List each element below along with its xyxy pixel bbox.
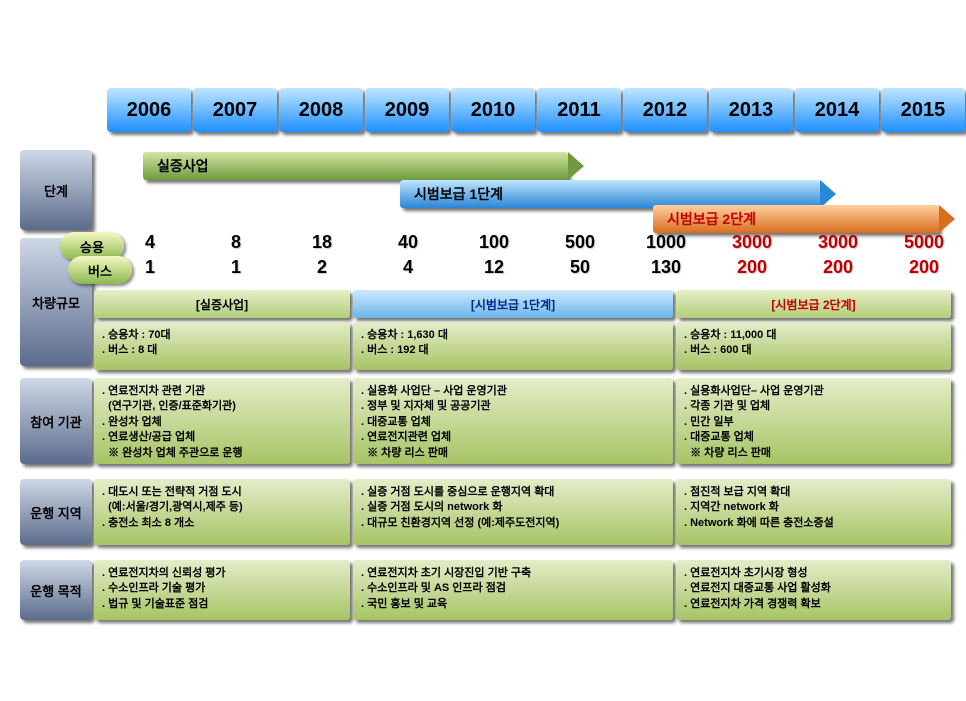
number-cell: 2 xyxy=(279,257,365,278)
side-label-region: 운행 지역 xyxy=(20,479,92,545)
year-label: 2007 xyxy=(213,99,258,122)
year-cell: 2010 xyxy=(451,88,535,132)
content-text: . 연료전지차 초기시장 형성 . 연료전지 대중교통 사업 활성화 . 연료전… xyxy=(684,566,943,612)
side-label-purpose: 운행 목적 xyxy=(20,560,92,620)
year-cell: 2006 xyxy=(107,88,191,132)
year-cell: 2008 xyxy=(279,88,363,132)
number-cell: 40 xyxy=(365,232,451,253)
number-cell: 18 xyxy=(279,232,365,253)
content-text: . 대도시 또는 전략적 거점 도시 (예:서울/경기,광역시,제주 등) . … xyxy=(102,485,342,531)
phase-header-stage1: [시범보급 1단계] xyxy=(353,290,673,318)
content-row: . 승용차 : 70대 . 버스 : 8 대 . 승용차 : 1,630 대 .… xyxy=(94,322,951,370)
content-row: . 연료전지차 관련 기관 (연구기관, 인증/표준화기관) . 완성차 업체 … xyxy=(94,378,951,464)
bubble-label: 승용 xyxy=(80,237,104,256)
year-label: 2011 xyxy=(557,99,600,122)
side-label-text: 운행 지역 xyxy=(30,503,81,522)
year-cell: 2009 xyxy=(365,88,449,132)
number-cell: 3000 xyxy=(795,232,881,253)
year-label: 2009 xyxy=(385,99,430,122)
year-label: 2010 xyxy=(471,99,516,122)
content-box: . 대도시 또는 전략적 거점 도시 (예:서울/경기,광역시,제주 등) . … xyxy=(94,479,350,545)
content-box: . 실증 거점 도시를 중심으로 운행지역 확대 . 실증 거점 도시의 net… xyxy=(353,479,673,545)
year-label: 2006 xyxy=(127,99,172,122)
number-cell: 12 xyxy=(451,257,537,278)
content-row: . 대도시 또는 전략적 거점 도시 (예:서울/경기,광역시,제주 등) . … xyxy=(94,479,951,545)
number-cell: 3000 xyxy=(709,232,795,253)
content-box: . 연료전지차 초기시장 형성 . 연료전지 대중교통 사업 활성화 . 연료전… xyxy=(676,560,951,620)
content-box: . 승용차 : 11,000 대 . 버스 : 600 대 xyxy=(676,322,951,370)
number-cell: 4 xyxy=(107,232,193,253)
content-row: . 연료전지차의 신뢰성 평가 . 수소인프라 기술 평가 . 법규 및 기술표… xyxy=(94,560,951,620)
content-text: . 승용차 : 70대 . 버스 : 8 대 xyxy=(102,328,342,359)
number-cell: 1000 xyxy=(623,232,709,253)
side-label-text: 운행 목적 xyxy=(30,581,81,600)
phase-header-row: [실증사업] [시범보급 1단계] [시범보급 2단계] xyxy=(94,290,951,318)
phase-bar-stage1: 시범보급 1단계 xyxy=(400,180,820,208)
year-cell: 2015 xyxy=(881,88,965,132)
year-label: 2008 xyxy=(299,99,344,122)
content-text: . 승용차 : 11,000 대 . 버스 : 600 대 xyxy=(684,328,943,359)
content-box: . 연료전지차의 신뢰성 평가 . 수소인프라 기술 평가 . 법규 및 기술표… xyxy=(94,560,350,620)
content-text: . 실용화 사업단 – 사업 운영기관 . 정부 및 지자체 및 공공기관 . … xyxy=(361,384,665,461)
phase-label: 시범보급 1단계 xyxy=(414,184,503,204)
phase-header-label: [시범보급 2단계] xyxy=(771,296,855,313)
content-text: . 승용차 : 1,630 대 . 버스 : 192 대 xyxy=(361,328,665,359)
number-cell: 100 xyxy=(451,232,537,253)
year-cell: 2011 xyxy=(537,88,621,132)
content-box: . 실용화사업단– 사업 운영기관 . 각종 기관 및 업체 . 민간 일부 .… xyxy=(676,378,951,464)
phase-header-label: [실증사업] xyxy=(196,296,248,313)
side-label-text: 참여 기관 xyxy=(30,412,81,431)
number-cell: 200 xyxy=(881,257,966,278)
content-text: . 연료전지차 관련 기관 (연구기관, 인증/표준화기관) . 완성차 업체 … xyxy=(102,384,342,461)
year-label: 2013 xyxy=(729,99,774,122)
content-box: . 승용차 : 1,630 대 . 버스 : 192 대 xyxy=(353,322,673,370)
year-label: 2015 xyxy=(901,99,946,122)
year-row: 2006 2007 2008 2009 2010 2011 2012 2013 … xyxy=(107,88,965,132)
phase-bar-stage2: 시범보급 2단계 xyxy=(653,205,939,233)
number-cell: 500 xyxy=(537,232,623,253)
number-cell: 200 xyxy=(709,257,795,278)
content-box: . 점진적 보급 지역 확대 . 지역간 network 화 . Network… xyxy=(676,479,951,545)
year-label: 2012 xyxy=(643,99,688,122)
number-cell: 4 xyxy=(365,257,451,278)
phase-header-label: [시범보급 1단계] xyxy=(471,296,555,313)
number-cell: 200 xyxy=(795,257,881,278)
content-box: . 실용화 사업단 – 사업 운영기관 . 정부 및 지자체 및 공공기관 . … xyxy=(353,378,673,464)
phase-bar-demo: 실증사업 xyxy=(143,152,568,180)
number-row-bus: 11241250130200200200 xyxy=(107,257,966,278)
year-cell: 2012 xyxy=(623,88,707,132)
year-cell: 2013 xyxy=(709,88,793,132)
content-box: . 승용차 : 70대 . 버스 : 8 대 xyxy=(94,322,350,370)
content-text: . 점진적 보급 지역 확대 . 지역간 network 화 . Network… xyxy=(684,485,943,531)
year-label: 2014 xyxy=(815,99,860,122)
content-text: . 실용화사업단– 사업 운영기관 . 각종 기관 및 업체 . 민간 일부 .… xyxy=(684,384,943,461)
side-label-stage: 단계 xyxy=(20,150,92,230)
side-label-text: 단계 xyxy=(44,181,68,200)
content-text: . 연료전지차 초기 시장진입 기반 구축 . 수소인프라 및 AS 인프라 점… xyxy=(361,566,665,612)
number-cell: 8 xyxy=(193,232,279,253)
number-cell: 5000 xyxy=(881,232,966,253)
phase-header-stage2: [시범보급 2단계] xyxy=(676,290,951,318)
year-cell: 2007 xyxy=(193,88,277,132)
number-cell: 50 xyxy=(537,257,623,278)
side-label-org: 참여 기관 xyxy=(20,378,92,464)
number-cell: 1 xyxy=(107,257,193,278)
content-text: . 실증 거점 도시를 중심으로 운행지역 확대 . 실증 거점 도시의 net… xyxy=(361,485,665,531)
content-box: . 연료전지차 초기 시장진입 기반 구축 . 수소인프라 및 AS 인프라 점… xyxy=(353,560,673,620)
phase-label: 실증사업 xyxy=(157,156,209,176)
number-cell: 130 xyxy=(623,257,709,278)
number-cell: 1 xyxy=(193,257,279,278)
content-box: . 연료전지차 관련 기관 (연구기관, 인증/표준화기관) . 완성차 업체 … xyxy=(94,378,350,464)
year-cell: 2014 xyxy=(795,88,879,132)
number-row-passenger: 4818401005001000300030005000 xyxy=(107,232,966,253)
content-text: . 연료전지차의 신뢰성 평가 . 수소인프라 기술 평가 . 법규 및 기술표… xyxy=(102,566,342,612)
phase-header-demo: [실증사업] xyxy=(94,290,350,318)
side-label-text: 차량규모 xyxy=(32,293,80,312)
phase-label: 시범보급 2단계 xyxy=(667,209,756,229)
